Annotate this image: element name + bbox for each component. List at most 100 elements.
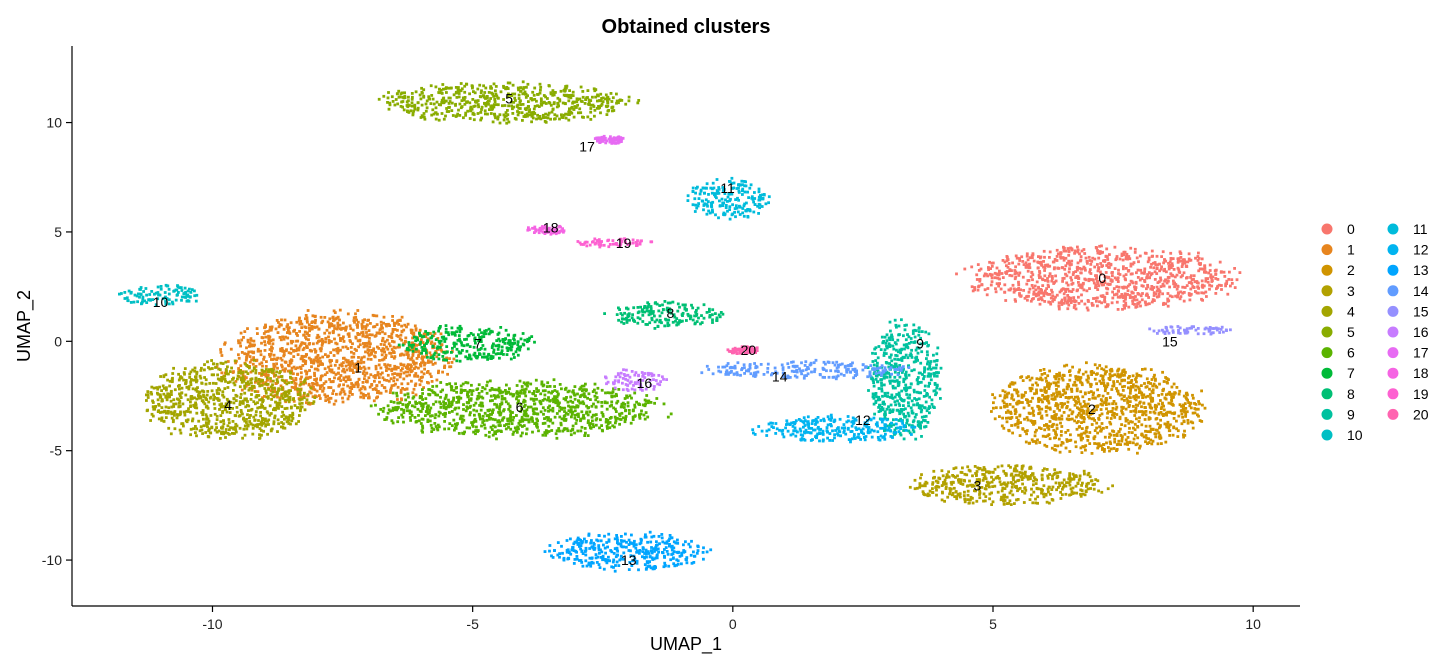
cell-point <box>1013 412 1017 416</box>
cell-point <box>488 108 491 111</box>
cell-point <box>1054 295 1057 299</box>
cell-point <box>1060 298 1064 302</box>
cell-point <box>260 433 263 437</box>
cell-point <box>1014 469 1018 473</box>
cell-point <box>957 480 961 484</box>
cell-point <box>1170 411 1174 415</box>
cell-point <box>1134 388 1137 392</box>
cell-point <box>517 106 521 110</box>
cell-point <box>1044 376 1048 380</box>
cell-point <box>1140 391 1144 395</box>
cell-point <box>511 92 514 96</box>
cell-point <box>1048 501 1051 505</box>
cell-point <box>367 353 371 357</box>
cell-point <box>986 274 989 278</box>
cell-point <box>393 372 397 375</box>
cell-point <box>1030 487 1033 491</box>
cell-point <box>513 96 517 100</box>
cell-point <box>1117 392 1120 396</box>
cell-point <box>530 120 533 124</box>
cell-point <box>1037 408 1041 411</box>
cell-point <box>336 324 340 328</box>
cell-point <box>1026 475 1030 479</box>
cell-point <box>357 377 361 381</box>
cell-point <box>1155 385 1159 389</box>
cell-point <box>338 363 342 367</box>
cell-point <box>1152 294 1156 297</box>
cell-point <box>1129 246 1133 250</box>
cell-point <box>1111 413 1114 417</box>
cell-point <box>1106 303 1110 307</box>
cell-point <box>1019 421 1022 424</box>
cell-point <box>1167 267 1171 271</box>
cell-point <box>1071 273 1075 276</box>
cell-point <box>1043 255 1046 259</box>
cell-point <box>300 326 304 329</box>
cell-point <box>526 113 530 117</box>
cell-point <box>1154 263 1158 267</box>
cell-point <box>1201 298 1204 302</box>
cell-point <box>156 398 160 402</box>
cell-point <box>637 99 641 102</box>
cell-point <box>540 99 543 103</box>
cluster-3-points <box>908 464 1114 506</box>
cell-point <box>203 402 207 406</box>
cell-point <box>1045 445 1049 448</box>
cell-point <box>434 85 438 89</box>
cell-point <box>362 342 365 345</box>
cell-point <box>1169 257 1173 261</box>
cell-point <box>272 367 276 371</box>
cell-point <box>266 376 269 380</box>
cell-point <box>1097 418 1101 421</box>
cell-point <box>1144 395 1147 399</box>
cell-point <box>406 110 409 113</box>
cell-point <box>1002 401 1006 405</box>
cell-point <box>452 93 456 97</box>
cell-point <box>398 375 402 379</box>
cell-point <box>181 422 185 425</box>
cell-point <box>1176 291 1180 295</box>
cell-point <box>463 84 467 88</box>
cell-point <box>985 293 989 297</box>
cell-point <box>1109 433 1113 437</box>
cell-point <box>978 467 982 470</box>
cell-point <box>1198 402 1201 406</box>
cell-point <box>1092 297 1095 300</box>
cell-point <box>1208 283 1211 287</box>
cell-point <box>1023 486 1027 490</box>
cell-point <box>293 381 297 385</box>
cell-point <box>323 331 327 335</box>
cell-point <box>1044 492 1048 496</box>
cell-point <box>1175 287 1179 291</box>
cell-point <box>1058 408 1061 412</box>
cell-point <box>316 383 319 387</box>
cell-point <box>1095 421 1099 425</box>
cell-point <box>524 92 528 96</box>
cell-point <box>1068 408 1072 412</box>
cell-point <box>267 338 271 342</box>
cell-point <box>1124 257 1128 261</box>
cell-point <box>1176 260 1180 264</box>
cell-point <box>1164 411 1168 415</box>
cell-point <box>1051 485 1055 489</box>
cell-point <box>261 381 265 384</box>
cell-point <box>1085 289 1089 293</box>
cell-point <box>364 327 368 331</box>
cell-point <box>1066 429 1070 432</box>
cell-point <box>1164 302 1168 306</box>
cell-point <box>1111 290 1114 294</box>
cell-point <box>172 405 176 408</box>
cell-point <box>1045 405 1049 409</box>
cell-point <box>1037 412 1041 415</box>
cell-point <box>1209 273 1213 277</box>
cell-point <box>378 380 381 384</box>
cell-point <box>288 395 292 399</box>
cell-point <box>1171 433 1175 437</box>
cell-point <box>281 397 285 400</box>
cell-point <box>1172 279 1175 283</box>
cell-point <box>247 350 251 354</box>
cell-point <box>189 410 192 414</box>
cell-point <box>1067 296 1071 299</box>
cell-point <box>342 321 345 325</box>
cell-point <box>300 354 304 358</box>
